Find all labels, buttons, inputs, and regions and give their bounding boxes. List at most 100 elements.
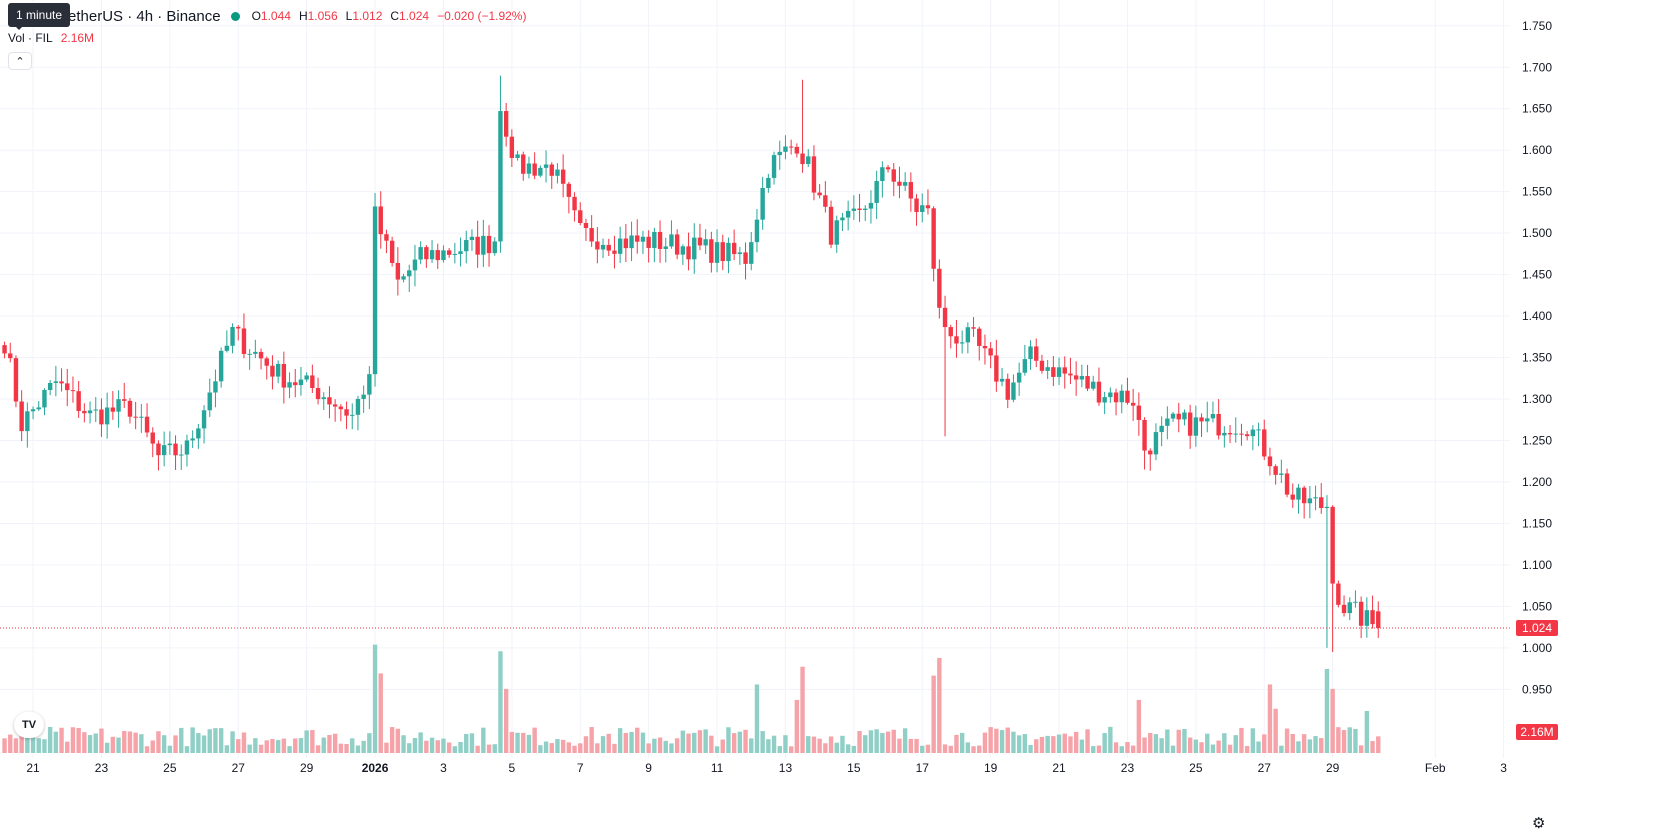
volume-bar [828,736,834,753]
volume-bars [2,644,1381,753]
candle-body [806,156,811,165]
time-tick-label: 2026 [362,761,389,775]
volume-bar [777,746,782,753]
candle-body [720,242,725,262]
axis-badges: 1.024 2.16M [1516,619,1558,740]
candle-body [315,387,321,400]
volume-bar [321,737,326,753]
price-tick-label: 1.350 [1522,351,1552,365]
candle-body [1313,497,1318,499]
settings-gear-icon[interactable]: ⚙ [1532,815,1546,832]
time-tick-label: Feb [1425,761,1446,775]
candle-body [652,231,657,248]
volume-bar [1313,736,1318,753]
volume-bar [1034,739,1039,753]
candle-body [743,252,748,264]
price-axis[interactable]: 1.750 1.700 1.650 1.600 1.550 1.500 1.450 1.400… [1522,19,1552,697]
volume-bar [1336,727,1341,753]
candle-body [1108,392,1113,398]
time-tick-label: 27 [1258,761,1272,775]
volume-bar [418,732,423,753]
candle-body [25,411,30,432]
collapse-legend-button[interactable]: ⌃ [8,52,32,70]
symbol-title[interactable]: etherUS · 4h · Binance [68,7,221,25]
volume-bar [595,743,600,753]
volume-bar [834,742,839,753]
candle-body [1182,412,1187,420]
tooltip-arrow [14,25,24,30]
candle-body [828,206,834,245]
candle-body [503,111,509,137]
volume-bar [384,742,389,753]
candle-body [606,244,611,251]
volume-bar [253,738,258,753]
candle-body [247,353,252,355]
price-candles [2,75,1381,652]
candle-body [1165,418,1170,426]
candle-body [538,167,543,176]
volume-bar [902,728,908,753]
candle-body [275,363,281,377]
volume-bar [378,673,383,753]
candle-body [173,443,178,456]
volume-bar [1170,745,1176,753]
candle-body [617,238,623,254]
time-tick-label: 25 [163,761,177,775]
volume-bar [1056,734,1062,753]
volume-bar [258,744,264,753]
time-tick-label: 17 [916,761,930,775]
candle-body [367,374,372,395]
volume-bar [122,731,127,753]
candle-body [395,262,401,280]
candle-body [1222,432,1227,436]
candle-body [686,246,691,260]
candle-body [709,239,714,263]
candle-body [988,348,993,356]
candle-body [1005,378,1010,400]
candle-body [1187,412,1193,436]
candle-body [1159,425,1164,433]
volume-bar [891,729,896,753]
volume-bar [310,730,315,753]
volume-bar [1267,684,1273,753]
candle-body [298,379,304,386]
candle-body [1176,413,1181,420]
volume-bar [25,728,30,753]
price-tick-label: 1.750 [1522,19,1552,33]
volume-bar [150,740,155,753]
volume-bar [1250,728,1256,753]
volume-bar [720,739,725,753]
candle-body [1028,346,1033,360]
candle-body [332,404,338,407]
volume-bar [811,736,817,753]
candle-body [857,208,862,210]
volume-bar [1142,737,1147,753]
candle-body [1136,405,1142,420]
volume-bar [669,743,674,753]
candle-body [469,236,475,241]
time-tick-label: 21 [26,761,40,775]
volume-bar [247,744,252,753]
volume-bar [1205,733,1210,753]
candle-body [1142,419,1147,451]
volume-bar [749,738,754,753]
candle-body [692,237,697,260]
candle-body [999,378,1005,382]
price-tick-label: 1.250 [1522,434,1552,448]
candle-body [1256,429,1261,431]
tradingview-logo-icon[interactable]: TV [14,712,44,738]
candle-body [942,307,948,328]
volume-bar [30,729,36,753]
volume-bar [481,727,486,753]
candle-body [76,391,81,411]
candle-body [549,164,554,176]
volume-bar [1016,735,1022,753]
volume-bar [498,651,503,753]
ohlc-low: L1.012 [345,9,383,23]
candle-body [1330,506,1335,584]
time-axis[interactable]: 21 23 25 27 29 2026 3 5 7 9 11 13 15 17 19 21 23 25 27 29 Fe… [26,761,1507,775]
volume-bar [327,734,332,753]
volume-bar [1273,708,1278,753]
candle-body [1319,497,1324,509]
